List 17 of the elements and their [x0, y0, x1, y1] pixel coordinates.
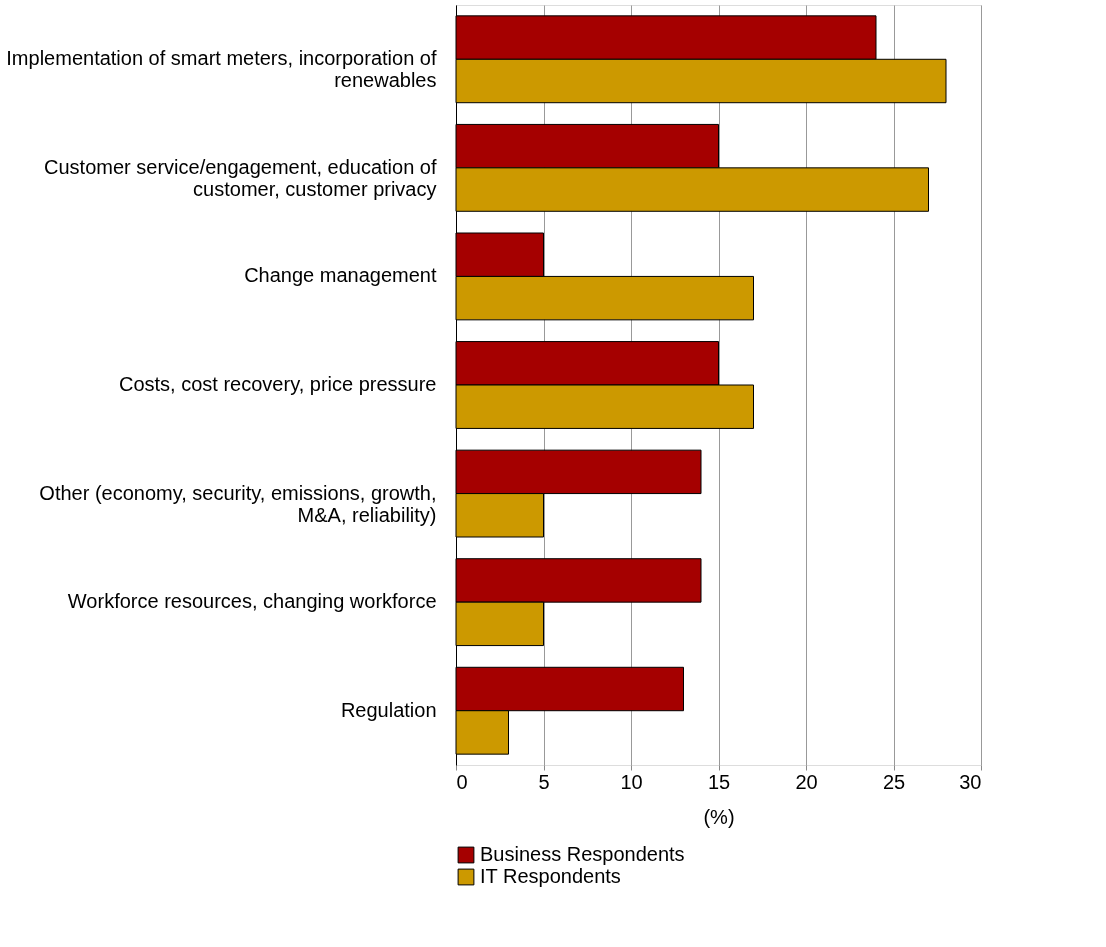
x-tick-label: 20: [795, 770, 818, 793]
x-tick-label: 15: [707, 770, 731, 793]
y-tick-label: Costs, cost recovery, price pressure: [118, 373, 437, 395]
x-tick-label: 25: [882, 770, 906, 793]
y-tick-label: Change management: [244, 264, 437, 287]
x-tick-label: 5: [538, 770, 550, 793]
legend-label: IT Respondents: [480, 865, 621, 887]
y-tick-label: Regulation: [340, 698, 437, 721]
x-axis-title: (%): [703, 805, 735, 828]
x-tick-label: 0: [456, 770, 468, 793]
y-tick-label: Other (economy, security, emissions, growth, M&A, reliability): [39, 481, 437, 526]
x-tick-label: 30: [959, 770, 982, 793]
y-tick-label: Customer service/engagement, education of customer, customer privacy: [44, 155, 437, 200]
x-tick-label: 10: [620, 770, 643, 793]
y-tick-label: Workforce resources, changing workforce: [67, 590, 437, 613]
legend-label: Business Respondents: [480, 843, 685, 865]
y-tick-label: Implementation of smart meters, incorporation of renewables: [6, 47, 437, 92]
